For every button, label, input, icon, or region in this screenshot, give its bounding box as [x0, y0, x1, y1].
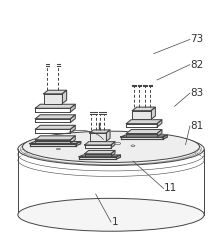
Polygon shape [151, 107, 155, 119]
Text: 11: 11 [164, 183, 177, 194]
Ellipse shape [22, 131, 200, 163]
Polygon shape [70, 115, 75, 122]
Polygon shape [126, 120, 162, 124]
Text: 73: 73 [190, 35, 204, 44]
Polygon shape [90, 133, 106, 141]
Polygon shape [44, 90, 67, 94]
Polygon shape [35, 115, 75, 119]
Text: 81: 81 [190, 121, 204, 131]
Polygon shape [157, 120, 162, 127]
Polygon shape [163, 135, 167, 139]
Polygon shape [85, 142, 115, 145]
Polygon shape [35, 136, 75, 140]
Polygon shape [157, 130, 162, 137]
Polygon shape [70, 136, 75, 144]
Polygon shape [76, 142, 81, 146]
Text: 83: 83 [190, 88, 204, 98]
Polygon shape [132, 107, 155, 111]
Polygon shape [117, 155, 120, 159]
Ellipse shape [18, 133, 204, 166]
Polygon shape [132, 111, 151, 119]
Ellipse shape [18, 198, 204, 231]
Polygon shape [106, 130, 110, 141]
Polygon shape [44, 94, 62, 104]
Polygon shape [111, 142, 115, 148]
Text: 1: 1 [111, 217, 118, 227]
Polygon shape [121, 135, 167, 137]
Text: 82: 82 [190, 60, 204, 70]
Polygon shape [30, 142, 81, 144]
Polygon shape [111, 150, 115, 157]
Polygon shape [35, 104, 75, 108]
Polygon shape [79, 155, 120, 157]
Polygon shape [90, 130, 110, 133]
Polygon shape [70, 125, 75, 133]
Polygon shape [62, 90, 67, 104]
Polygon shape [70, 104, 75, 112]
Polygon shape [35, 125, 75, 129]
Polygon shape [126, 130, 162, 134]
Polygon shape [85, 150, 115, 154]
